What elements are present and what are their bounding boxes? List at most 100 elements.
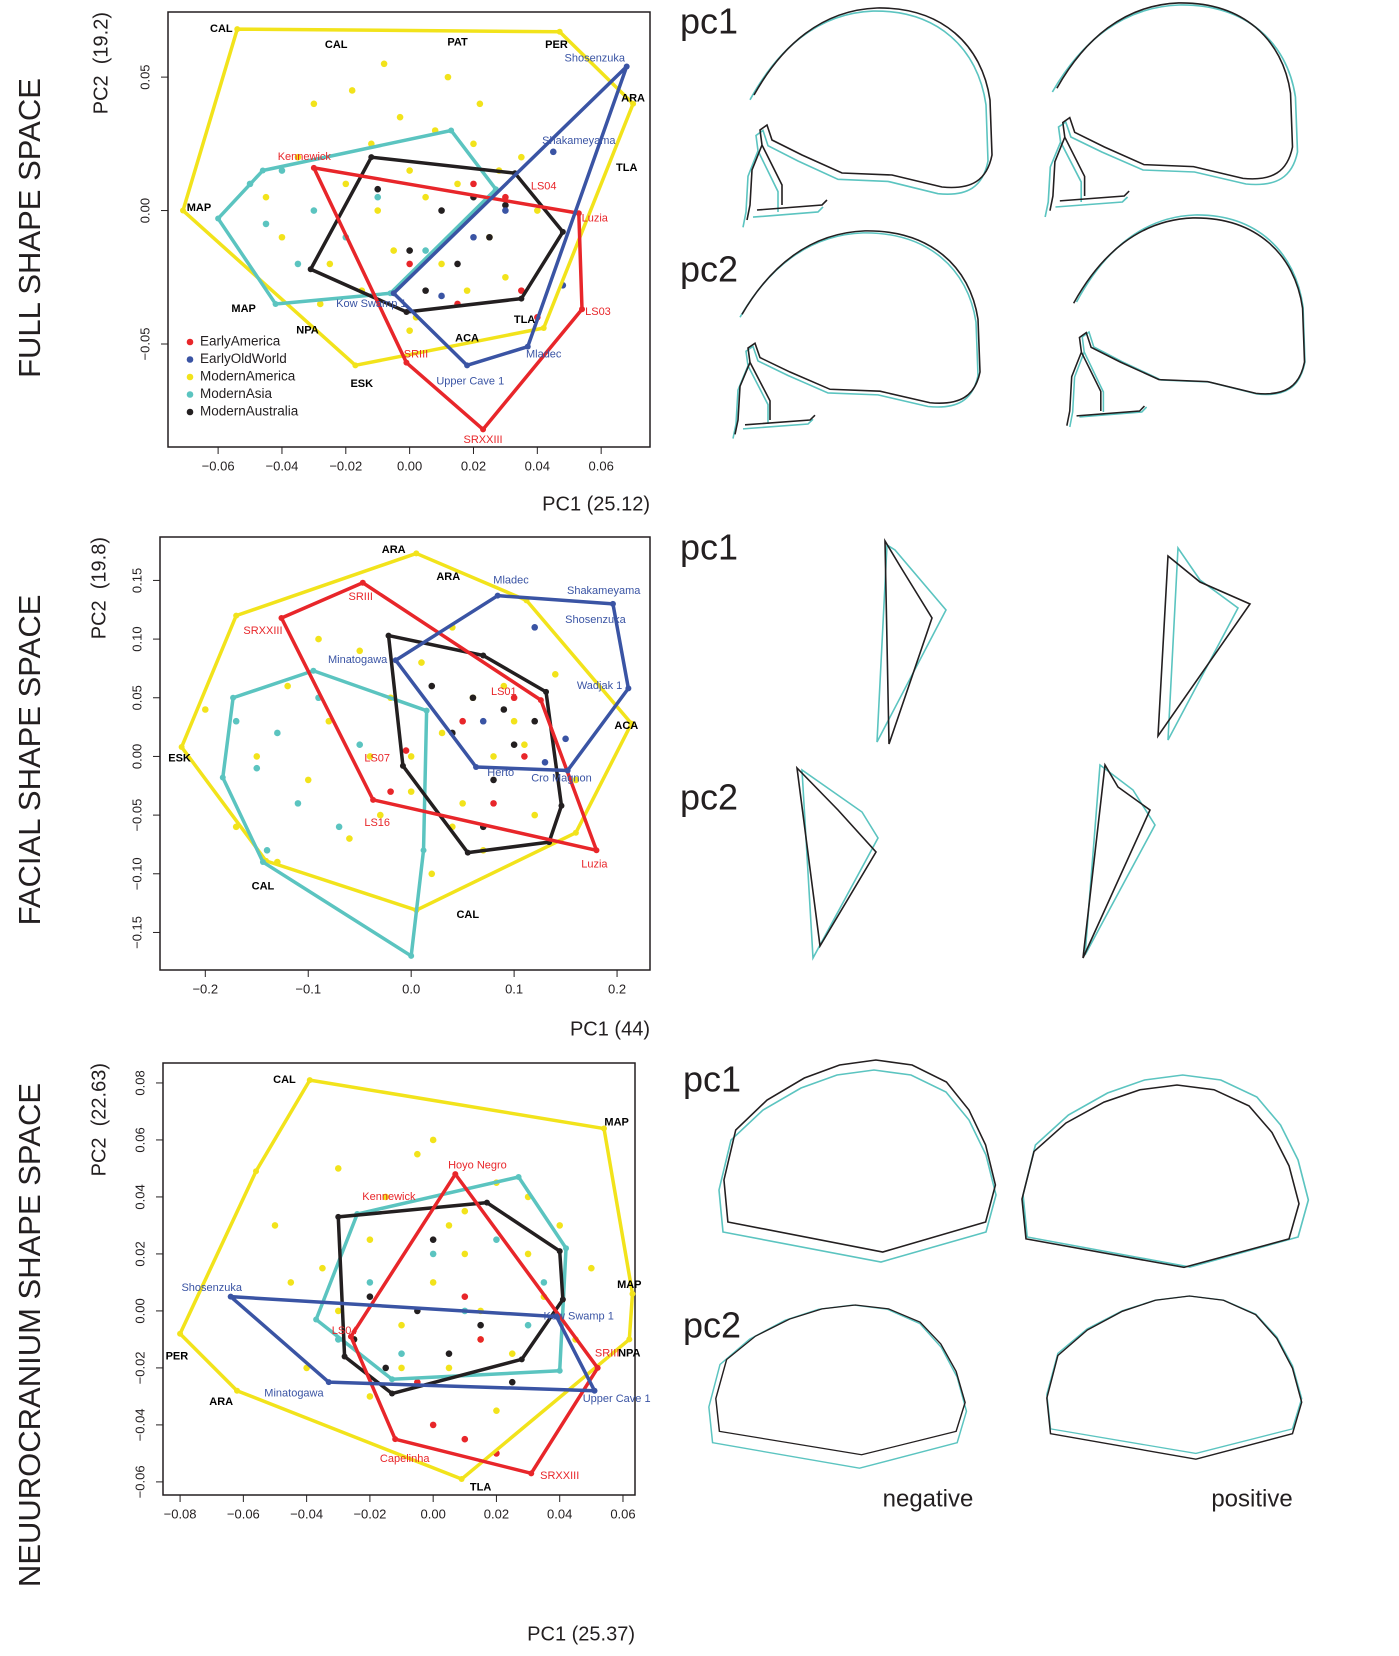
hull-point (370, 796, 377, 803)
hull-point (473, 763, 480, 770)
hull-point (390, 290, 397, 297)
point (428, 870, 436, 878)
annotation: Shakameyama (567, 585, 641, 597)
point (422, 247, 429, 254)
hull-point (310, 667, 317, 674)
hull-point (448, 127, 455, 134)
annotation: Wadjak 1 (577, 680, 622, 692)
annotation: SRXXIII (540, 1470, 579, 1482)
x-tick-label: −0.02 (353, 1506, 386, 1521)
hull-point (483, 1199, 490, 1206)
y-tick-label: 0.05 (129, 685, 144, 710)
point (387, 788, 394, 795)
point (366, 1393, 374, 1400)
shape-outline (1046, 1295, 1303, 1455)
shape-outline (1069, 214, 1306, 428)
point (342, 180, 350, 188)
annotation: MAP (617, 1279, 641, 1291)
point (490, 800, 497, 807)
point (531, 624, 539, 631)
hull-point (403, 359, 410, 366)
annotation: NPA (296, 325, 318, 337)
point (390, 247, 397, 254)
annotation: PAT (447, 36, 468, 48)
pc-label: pc1 (680, 1, 738, 42)
point (461, 1250, 469, 1258)
x-tick-label: −0.2 (192, 981, 218, 996)
column-label: negative (883, 1485, 974, 1512)
point (445, 1222, 453, 1229)
legend-label: ModernAsia (200, 386, 273, 401)
point (490, 753, 497, 760)
hull-point (385, 632, 392, 639)
y-tick-label: −0.04 (132, 1408, 147, 1441)
x-axis-label: PC1 (25.37) (527, 1623, 635, 1645)
hull (279, 581, 599, 853)
hull-point (452, 1171, 459, 1178)
point (470, 233, 477, 241)
point (374, 193, 382, 201)
point (271, 1222, 279, 1229)
point (253, 753, 261, 760)
x-tick-label: 0.02 (484, 1506, 509, 1521)
hull-point (623, 63, 630, 70)
annotation: Upper Cave 1 (583, 1393, 651, 1405)
shape-outline (884, 538, 933, 745)
annotation: Upper Cave 1 (436, 375, 504, 387)
point (374, 185, 382, 193)
point (232, 717, 240, 725)
point (490, 776, 497, 784)
hull (312, 166, 584, 432)
point (461, 1293, 469, 1300)
point (479, 717, 487, 725)
point (366, 1293, 374, 1300)
point (274, 729, 281, 737)
hull-point (518, 1356, 525, 1363)
y-tick-label: −0.05 (137, 328, 152, 361)
point (534, 207, 541, 214)
point (382, 1364, 390, 1372)
shape-outline (718, 1069, 997, 1263)
shape-outline (795, 765, 877, 949)
hull-point (518, 295, 525, 302)
hull-point (392, 1436, 399, 1443)
row-label: FULL SHAPE SPACE (12, 78, 47, 378)
x-tick-label: 0.06 (589, 458, 614, 473)
annotation: ACA (614, 720, 638, 732)
annotation: ESK (168, 753, 191, 765)
annotation: Hoyo Negro (448, 1159, 507, 1171)
point (444, 73, 452, 81)
column-label: positive (1211, 1485, 1292, 1512)
point (284, 682, 291, 690)
annotation: ARA (209, 1396, 233, 1408)
point (541, 759, 549, 766)
point (326, 260, 334, 268)
hull-point (234, 1387, 241, 1394)
point (334, 1307, 342, 1315)
y-tick-label: 0.00 (137, 198, 152, 223)
annotation: SRXXIII (243, 625, 282, 637)
point (510, 694, 518, 702)
hull (349, 1172, 600, 1476)
hull-point (609, 600, 616, 607)
annotation: SRIII (404, 349, 428, 361)
legend-swatch (186, 408, 194, 416)
hull-point (178, 744, 185, 751)
point (294, 260, 302, 268)
x-axis-label: PC1 (44) (570, 1018, 650, 1040)
hull-point (591, 1387, 598, 1394)
hull (308, 155, 565, 314)
x-tick-label: −0.02 (329, 458, 362, 473)
y-tick-label: 0.05 (137, 64, 152, 89)
hull-point (629, 1290, 636, 1297)
annotation: MAP (604, 1117, 628, 1129)
point (502, 273, 509, 281)
hull-point (399, 762, 406, 769)
hull-point (310, 164, 317, 171)
shape-outline (1084, 763, 1156, 956)
point (201, 706, 209, 713)
hull-point (341, 1353, 348, 1360)
pc-label: pc2 (683, 1305, 741, 1346)
hull-point (543, 688, 550, 695)
point (461, 1207, 469, 1215)
